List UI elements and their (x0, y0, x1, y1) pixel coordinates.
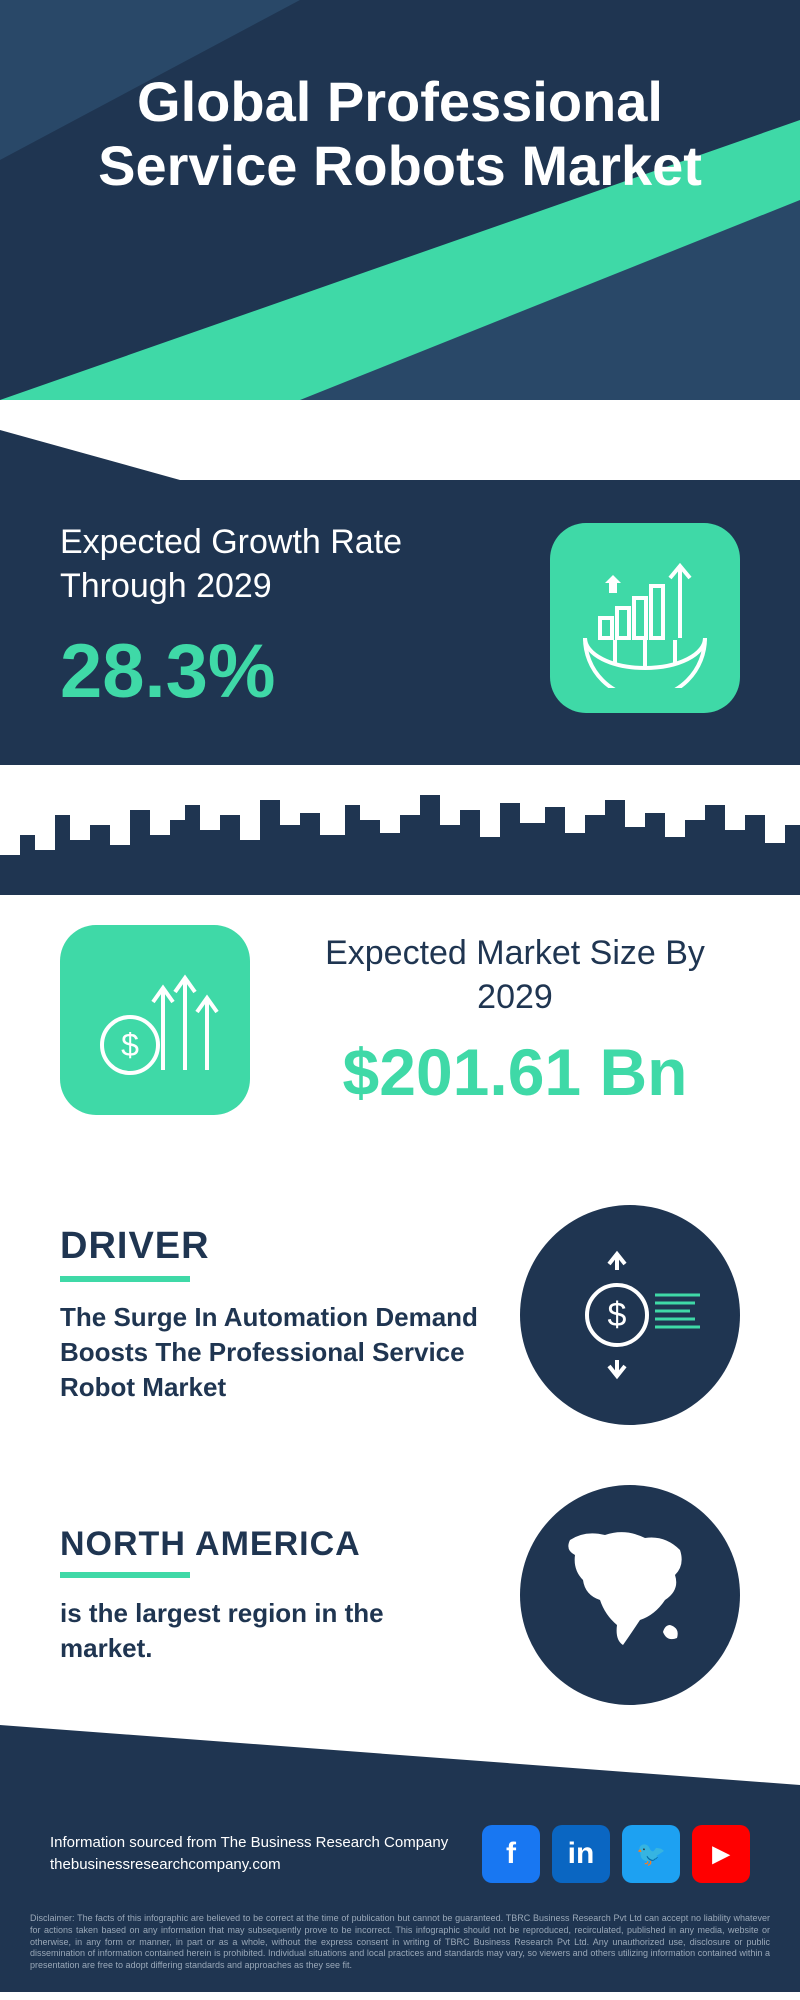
facebook-link[interactable]: f (482, 1825, 540, 1883)
market-size-label: Expected Market Size By 2029 (290, 931, 740, 1019)
source-attribution: Information sourced from The Business Re… (50, 1832, 448, 1877)
svg-text:$: $ (121, 1027, 139, 1063)
youtube-link[interactable]: ▶ (692, 1825, 750, 1883)
divider-triangle (0, 400, 800, 480)
title-line2: Service Robots Market (98, 134, 702, 197)
page-title: Global Professional Service Robots Marke… (0, 70, 800, 199)
growth-chart-globe-icon (550, 523, 740, 713)
source-line2: thebusinessresearchcompany.com (50, 1856, 281, 1873)
disclaimer-text: Disclaimer: The facts of this infographi… (0, 1903, 800, 1991)
dollar-arrows-up-icon: $ (60, 925, 250, 1115)
footer-section: Information sourced from The Business Re… (0, 1785, 800, 1903)
social-links: f in 🐦 ▶ (482, 1825, 750, 1883)
driver-title: DRIVER (60, 1225, 480, 1268)
driver-body: The Surge In Automation Demand Boosts Th… (60, 1300, 480, 1405)
driver-underline (60, 1276, 190, 1282)
north-america-map-icon (520, 1485, 740, 1705)
source-line1: Information sourced from The Business Re… (50, 1834, 448, 1851)
growth-rate-section: Expected Growth Rate Through 2029 28.3% (0, 480, 800, 765)
region-underline (60, 1572, 190, 1578)
growth-rate-label: Expected Growth Rate Through 2029 (60, 520, 520, 608)
region-title: NORTH AMERICA (60, 1525, 480, 1564)
linkedin-link[interactable]: in (552, 1825, 610, 1883)
driver-section: DRIVER The Surge In Automation Demand Bo… (0, 1175, 800, 1465)
skyline-divider (0, 765, 800, 895)
linkedin-icon: in (568, 1837, 595, 1871)
market-size-value: $201.61 Bn (290, 1034, 740, 1110)
facebook-icon: f (506, 1837, 516, 1871)
header-section: Global Professional Service Robots Marke… (0, 0, 800, 400)
growth-rate-value: 28.3% (60, 628, 520, 715)
twitter-icon: 🐦 (636, 1840, 666, 1869)
title-line1: Global Professional (137, 70, 663, 133)
youtube-icon: ▶ (713, 1841, 730, 1867)
twitter-link[interactable]: 🐦 (622, 1825, 680, 1883)
market-size-section: $ Expected Market Size By 2029 $201.61 B… (0, 895, 800, 1175)
dollar-exchange-icon: $ (520, 1205, 740, 1425)
svg-text:$: $ (608, 1296, 627, 1334)
region-body: is the largest region in the market. (60, 1596, 480, 1666)
infographic-root: Global Professional Service Robots Marke… (0, 0, 800, 1992)
